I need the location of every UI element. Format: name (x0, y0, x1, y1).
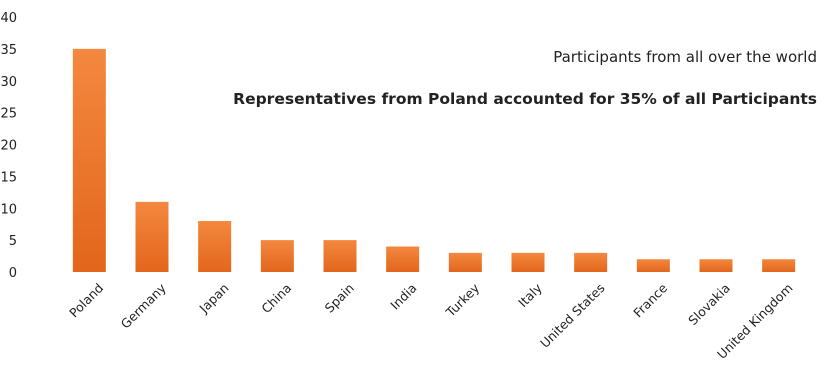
y-tick-label: 15 (0, 170, 17, 185)
bar-turkey (448, 252, 482, 272)
bar-united-states (574, 252, 608, 272)
x-tick-label: France (630, 280, 670, 320)
y-tick-label: 30 (0, 75, 17, 90)
x-tick-label: Italy (515, 280, 545, 310)
y-tick-label: 0 (9, 266, 17, 281)
y-tick-label: 40 (0, 11, 17, 26)
y-tick-label: 35 (0, 43, 17, 58)
bar-germany (135, 201, 169, 272)
y-tick-label: 5 (9, 234, 17, 249)
x-tick-label: Japan (196, 280, 232, 316)
bar-slovakia (699, 259, 733, 272)
y-axis: 0 5 10 15 20 25 30 35 40 (0, 11, 17, 281)
x-tick-label: United States (537, 280, 607, 350)
x-tick-label: Spain (322, 280, 357, 315)
bar-france (636, 259, 670, 272)
chart-title: Participants from all over the world (553, 48, 817, 66)
bar-italy (511, 252, 545, 272)
bar-india (386, 246, 420, 272)
y-tick-label: 10 (0, 202, 17, 217)
bar-china (260, 240, 294, 272)
x-tick-label: India (387, 280, 419, 312)
x-tick-label: Germany (118, 280, 170, 332)
y-tick-label: 25 (0, 107, 17, 122)
x-tick-label: Turkey (442, 280, 483, 321)
x-tick-label: Slovakia (685, 280, 733, 328)
bar-united-kingdom (762, 259, 796, 272)
bars (72, 48, 796, 272)
y-tick-label: 20 (0, 139, 17, 154)
x-tick-label: Poland (66, 280, 106, 320)
x-tick-label: China (258, 280, 294, 316)
bar-poland (72, 48, 106, 272)
bar-japan (198, 221, 232, 272)
bar-spain (323, 240, 357, 272)
x-axis: Poland Germany Japan China Spain India Turkey I… (66, 280, 795, 362)
chart-subtitle: Representatives from Poland accounted fo… (233, 90, 817, 108)
